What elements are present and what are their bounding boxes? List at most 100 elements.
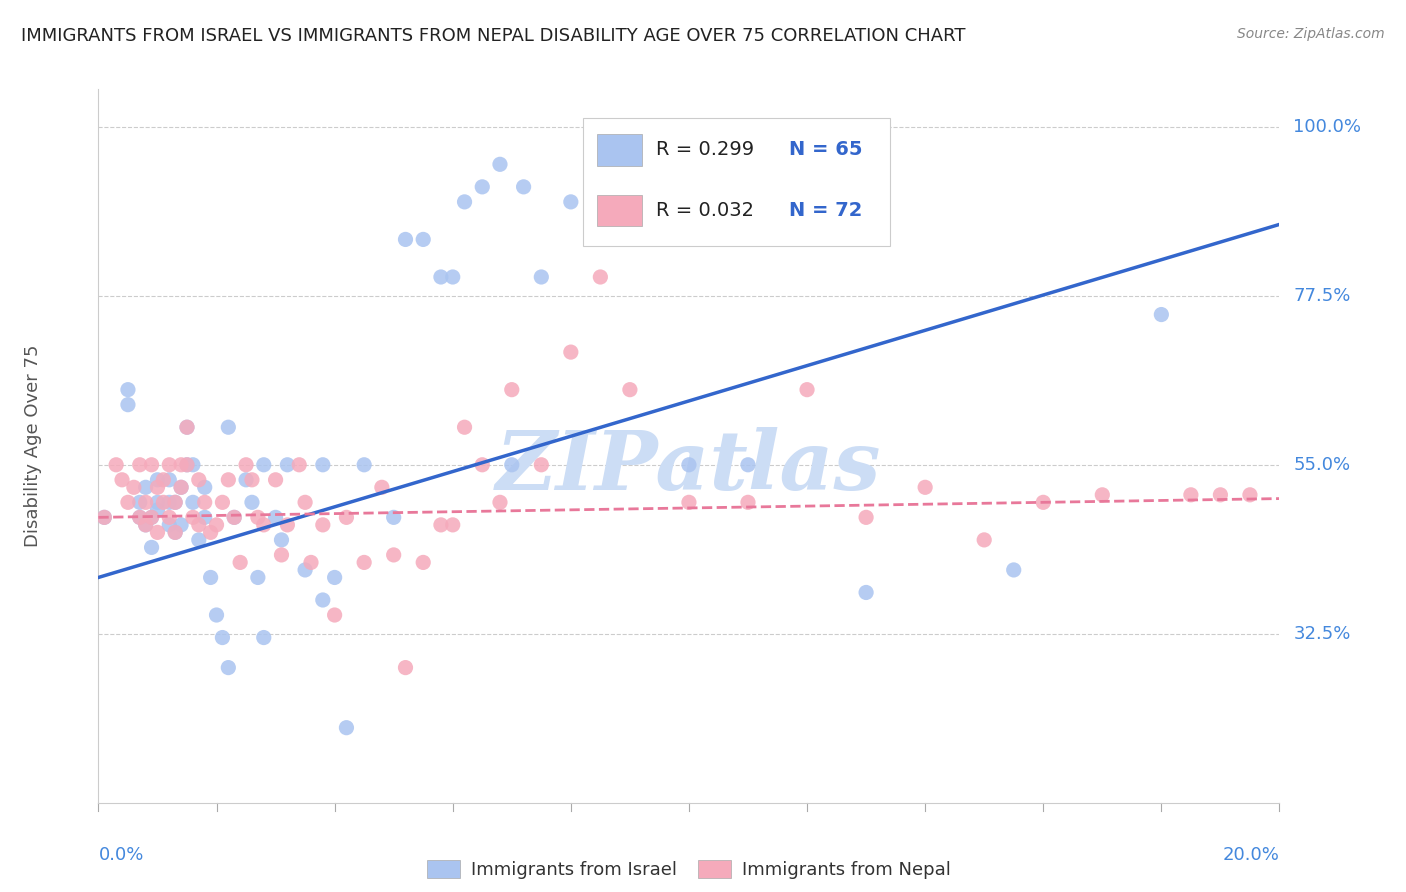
FancyBboxPatch shape bbox=[596, 194, 641, 227]
Point bbox=[246, 510, 269, 524]
Point bbox=[489, 157, 512, 171]
Point bbox=[146, 473, 169, 487]
Point bbox=[312, 458, 335, 472]
Point bbox=[135, 517, 157, 532]
Point bbox=[128, 458, 150, 472]
Point bbox=[394, 232, 416, 246]
Point bbox=[737, 495, 759, 509]
Point bbox=[117, 495, 139, 509]
Point bbox=[530, 270, 553, 285]
Point bbox=[453, 194, 475, 209]
Point bbox=[165, 495, 187, 509]
Text: Source: ZipAtlas.com: Source: ZipAtlas.com bbox=[1237, 27, 1385, 41]
Point bbox=[157, 510, 180, 524]
Point bbox=[141, 510, 163, 524]
Point bbox=[276, 458, 298, 472]
Point bbox=[294, 495, 316, 509]
Point bbox=[141, 458, 163, 472]
Point bbox=[157, 473, 180, 487]
Point bbox=[117, 383, 139, 397]
Text: IMMIGRANTS FROM ISRAEL VS IMMIGRANTS FROM NEPAL DISABILITY AGE OVER 75 CORRELATI: IMMIGRANTS FROM ISRAEL VS IMMIGRANTS FRO… bbox=[21, 27, 966, 45]
Point bbox=[430, 517, 453, 532]
Point bbox=[93, 510, 115, 524]
Text: Disability Age Over 75: Disability Age Over 75 bbox=[24, 344, 42, 548]
Text: R = 0.032: R = 0.032 bbox=[655, 201, 754, 220]
Point bbox=[270, 548, 292, 562]
Point bbox=[240, 495, 263, 509]
Point bbox=[141, 510, 163, 524]
Point bbox=[441, 517, 464, 532]
Point bbox=[135, 480, 157, 494]
Point bbox=[323, 607, 346, 622]
Point bbox=[855, 585, 877, 599]
Point bbox=[146, 525, 169, 540]
Point bbox=[471, 458, 494, 472]
Point bbox=[353, 458, 375, 472]
Point bbox=[1091, 488, 1114, 502]
Point bbox=[353, 556, 375, 570]
Point bbox=[1150, 308, 1173, 322]
Point bbox=[560, 194, 582, 209]
Point bbox=[253, 517, 276, 532]
Point bbox=[312, 593, 335, 607]
Point bbox=[224, 510, 246, 524]
Point bbox=[176, 458, 198, 472]
Point bbox=[382, 510, 405, 524]
Point bbox=[211, 631, 233, 645]
Point bbox=[299, 556, 322, 570]
Point bbox=[914, 480, 936, 494]
Point bbox=[128, 510, 150, 524]
Point bbox=[412, 556, 434, 570]
Point bbox=[264, 473, 287, 487]
Text: 77.5%: 77.5% bbox=[1294, 286, 1351, 305]
Point bbox=[973, 533, 995, 547]
Text: 32.5%: 32.5% bbox=[1294, 624, 1351, 643]
Point bbox=[217, 420, 239, 434]
Point bbox=[194, 480, 217, 494]
Text: R = 0.299: R = 0.299 bbox=[655, 140, 754, 160]
Point bbox=[224, 510, 246, 524]
Text: 20.0%: 20.0% bbox=[1223, 846, 1279, 863]
Point bbox=[382, 548, 405, 562]
Point bbox=[489, 495, 512, 509]
Point bbox=[205, 607, 228, 622]
Point bbox=[122, 480, 145, 494]
Point bbox=[170, 517, 193, 532]
FancyBboxPatch shape bbox=[582, 118, 890, 246]
Point bbox=[1239, 488, 1261, 502]
Point bbox=[211, 495, 233, 509]
Point bbox=[335, 721, 357, 735]
Point bbox=[264, 510, 287, 524]
Point bbox=[1032, 495, 1054, 509]
Point bbox=[176, 420, 198, 434]
Point bbox=[335, 510, 357, 524]
Point bbox=[619, 383, 641, 397]
Point bbox=[157, 517, 180, 532]
Text: 100.0%: 100.0% bbox=[1294, 118, 1361, 136]
Point bbox=[194, 495, 217, 509]
Point bbox=[176, 458, 198, 472]
Point bbox=[371, 480, 394, 494]
Text: 55.0%: 55.0% bbox=[1294, 456, 1351, 474]
Point bbox=[157, 495, 180, 509]
Point bbox=[323, 570, 346, 584]
Point bbox=[246, 570, 269, 584]
Point bbox=[796, 383, 818, 397]
Point bbox=[165, 525, 187, 540]
Point bbox=[229, 556, 252, 570]
Point bbox=[135, 495, 157, 509]
Point bbox=[128, 510, 150, 524]
Point bbox=[678, 458, 700, 472]
Point bbox=[200, 570, 222, 584]
Point bbox=[170, 458, 193, 472]
Point bbox=[235, 458, 257, 472]
Point bbox=[294, 563, 316, 577]
Point bbox=[512, 179, 534, 194]
FancyBboxPatch shape bbox=[596, 134, 641, 166]
Point bbox=[471, 179, 494, 194]
Point bbox=[152, 473, 174, 487]
Point bbox=[105, 458, 128, 472]
Point bbox=[157, 458, 180, 472]
Point bbox=[135, 517, 157, 532]
Point bbox=[678, 495, 700, 509]
